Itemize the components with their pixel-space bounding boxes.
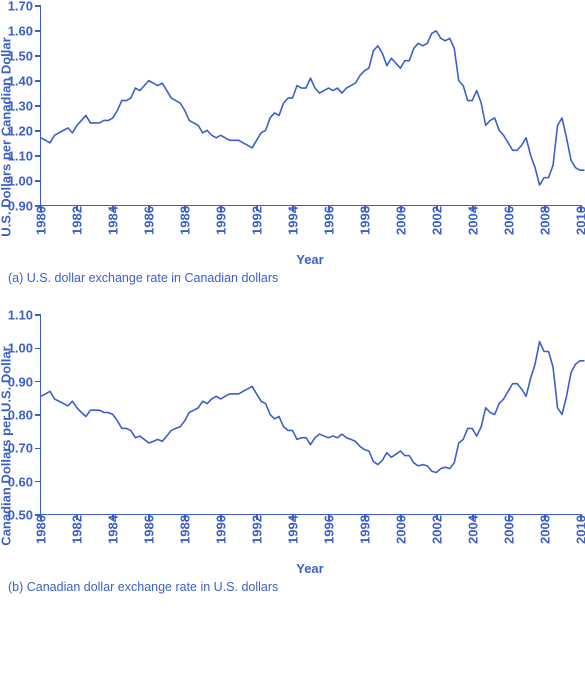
x-tick-label: 2006 — [502, 515, 517, 544]
x-tick-label: 1988 — [178, 515, 193, 544]
y-tick-label: 1.50 — [8, 49, 33, 64]
y-tick-label: 0.80 — [8, 408, 33, 423]
y-tick-label: 0.50 — [8, 508, 33, 523]
y-tick-label: 1.10 — [8, 149, 33, 164]
x-axis-label: Year — [40, 252, 580, 267]
x-tick-label: 1988 — [178, 206, 193, 235]
y-tick-label: 1.10 — [8, 308, 33, 323]
y-tick-label: 1.30 — [8, 99, 33, 114]
x-tick-label: 2008 — [538, 515, 553, 544]
x-tick-label: 1982 — [70, 206, 85, 235]
x-tick-label: 2002 — [430, 515, 445, 544]
x-tick-label: 2000 — [394, 206, 409, 235]
x-tick-label: 1994 — [286, 515, 301, 544]
y-tick-label: 1.40 — [8, 74, 33, 89]
x-tick-label: 1990 — [214, 206, 229, 235]
x-tick-label: 2010 — [574, 206, 585, 235]
y-tick-label: 1.00 — [8, 174, 33, 189]
y-tick-label: 1.00 — [8, 341, 33, 356]
x-tick-label: 1998 — [358, 206, 373, 235]
data-line — [41, 315, 580, 514]
x-tick-label: 1984 — [106, 206, 121, 235]
chart-caption: (a) U.S. dollar exchange rate in Canadia… — [8, 271, 579, 285]
x-tick-label: 2004 — [466, 206, 481, 235]
x-tick-label: 1984 — [106, 515, 121, 544]
y-tick-label: 0.70 — [8, 441, 33, 456]
x-tick-label: 1980 — [34, 515, 49, 544]
x-tick-label: 1996 — [322, 206, 337, 235]
x-tick-label: 2006 — [502, 206, 517, 235]
data-line — [41, 6, 580, 205]
charts-container: U.S. Dollars per Canadian Dollar0.901.00… — [6, 6, 579, 594]
x-axis-label: Year — [40, 561, 580, 576]
y-tick-label: 0.90 — [8, 374, 33, 389]
x-tick-label: 2004 — [466, 515, 481, 544]
plot-area: 0.500.600.700.800.901.001.10198019821984… — [40, 315, 580, 515]
y-tick-label: 0.90 — [8, 199, 33, 214]
x-tick-label: 2002 — [430, 206, 445, 235]
y-tick-label: 1.70 — [8, 0, 33, 14]
x-tick-label: 2000 — [394, 515, 409, 544]
x-tick-label: 1982 — [70, 515, 85, 544]
y-tick-label: 0.60 — [8, 474, 33, 489]
y-tick-label: 1.60 — [8, 24, 33, 39]
x-tick-label: 1992 — [250, 206, 265, 235]
x-tick-label: 1986 — [142, 515, 157, 544]
x-tick-label: 1986 — [142, 206, 157, 235]
chart_a: U.S. Dollars per Canadian Dollar0.901.00… — [6, 6, 579, 285]
x-tick-label: 1996 — [322, 515, 337, 544]
x-tick-label: 1992 — [250, 515, 265, 544]
x-tick-label: 1998 — [358, 515, 373, 544]
chart_b: Canadian Dollars per U.S. Dollar0.500.60… — [6, 315, 579, 594]
x-tick-label: 2008 — [538, 206, 553, 235]
y-tick-label: 1.20 — [8, 124, 33, 139]
x-tick-label: 1994 — [286, 206, 301, 235]
x-tick-label: 1980 — [34, 206, 49, 235]
chart-caption: (b) Canadian dollar exchange rate in U.S… — [8, 580, 579, 594]
plot-area: 0.901.001.101.201.301.401.501.601.701980… — [40, 6, 580, 206]
x-tick-label: 1990 — [214, 515, 229, 544]
x-tick-label: 2010 — [574, 515, 585, 544]
